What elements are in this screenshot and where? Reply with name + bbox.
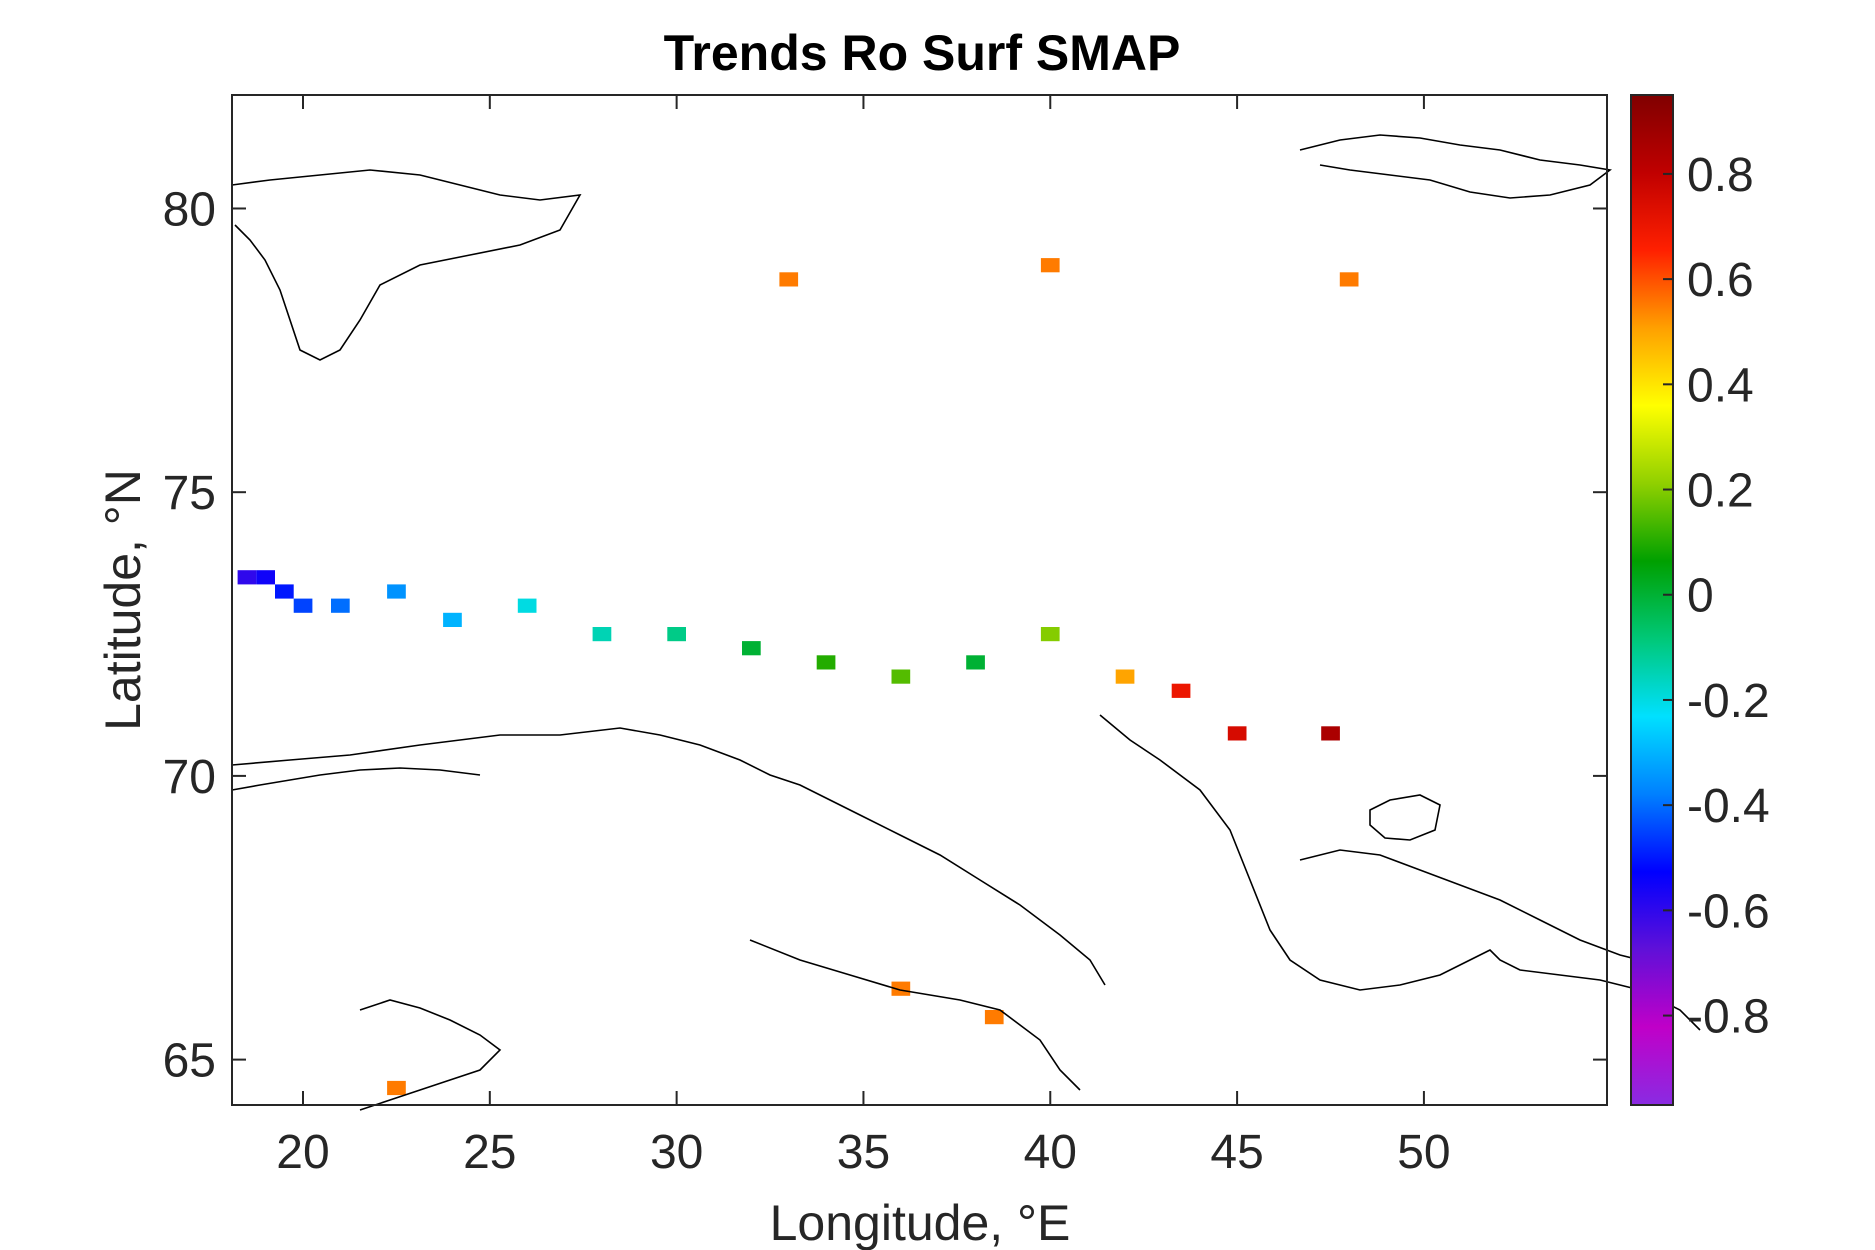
heatmap-cell — [891, 669, 911, 684]
heatmap-cell — [1040, 258, 1060, 273]
colorbar-ticks: -0.8 -0.6 -0.4 -0.2 0 0.2 0.4 0.6 0.8 — [1663, 149, 1770, 1044]
x-tick-label: 50 — [1397, 1126, 1450, 1179]
heatmap-cell — [592, 627, 612, 642]
colorbar-tick-label: 0.8 — [1687, 149, 1754, 202]
x-axis: 20 25 30 35 40 45 50 — [276, 95, 1451, 1179]
colorbar-tick-label: -0.4 — [1687, 780, 1770, 833]
colorbar-tick-label: -0.8 — [1687, 991, 1770, 1044]
x-tick-label: 25 — [463, 1126, 516, 1179]
colorbar-tick-label: 0 — [1687, 570, 1714, 623]
chart-title: Trends Ro Surf SMAP — [664, 25, 1181, 81]
heatmap-cells — [237, 258, 1359, 1096]
coastline — [231, 134, 1701, 1111]
heatmap-cell — [1321, 726, 1340, 741]
heatmap-cell — [256, 570, 275, 585]
heatmap-cell — [816, 655, 836, 670]
coastline-finland — [359, 999, 502, 1111]
y-tick-label: 70 — [163, 751, 216, 804]
y-tick-label: 65 — [163, 1035, 216, 1088]
heatmap-cell — [517, 598, 537, 613]
coastline-svalbard — [231, 169, 582, 361]
x-tick-label: 45 — [1210, 1126, 1263, 1179]
y-tick-label: 75 — [163, 467, 216, 520]
coastline-kola — [231, 727, 1106, 986]
heatmap-cell — [1171, 683, 1191, 698]
colorbar-tick-label: -0.6 — [1687, 885, 1770, 938]
y-axis: 65 70 75 80 — [163, 183, 1607, 1088]
x-tick-label: 35 — [837, 1126, 890, 1179]
heatmap-cell — [331, 598, 350, 613]
heatmap-cell — [984, 1010, 1004, 1025]
coastline-norway — [231, 767, 481, 791]
heatmap-cell — [387, 1080, 406, 1096]
heatmap-cell — [742, 641, 761, 656]
heatmap-cell — [966, 655, 985, 670]
coastline-novaya-zemlya — [1099, 714, 1701, 1031]
heatmap-cell — [667, 627, 686, 642]
colorbar-tick-label: 0.4 — [1687, 359, 1754, 412]
heatmap-cell — [779, 272, 799, 287]
y-tick-label: 80 — [163, 183, 216, 236]
coastline-franz-josef — [1299, 134, 1612, 199]
colorbar-tick-label: -0.2 — [1687, 675, 1770, 728]
x-axis-label: Longitude, °E — [770, 1195, 1071, 1250]
heatmap-cell — [387, 584, 406, 599]
colorbar-tick-label: 0.2 — [1687, 465, 1754, 518]
plot-area-frame — [231, 94, 1608, 1106]
heatmap-cell — [237, 570, 257, 585]
coastline-white-sea — [749, 939, 1081, 1091]
heatmap-cell — [293, 598, 313, 613]
coastline-pechora — [1299, 849, 1661, 966]
colorbar — [1630, 94, 1674, 1106]
heatmap-cell — [443, 612, 462, 627]
x-tick-label: 30 — [650, 1126, 703, 1179]
heatmap-cell — [1339, 272, 1359, 287]
heatmap-cell — [275, 584, 294, 599]
x-tick-label: 20 — [276, 1126, 329, 1179]
coastline-kolguev — [1369, 794, 1441, 841]
colorbar-tick-label: 0.6 — [1687, 254, 1754, 307]
heatmap-cell — [891, 981, 911, 996]
heatmap-cell — [1227, 726, 1247, 741]
heatmap-cell — [1040, 627, 1060, 642]
x-tick-label: 40 — [1024, 1126, 1077, 1179]
y-axis-label: Latitude, °N — [95, 469, 151, 731]
heatmap-cell — [1115, 669, 1135, 684]
